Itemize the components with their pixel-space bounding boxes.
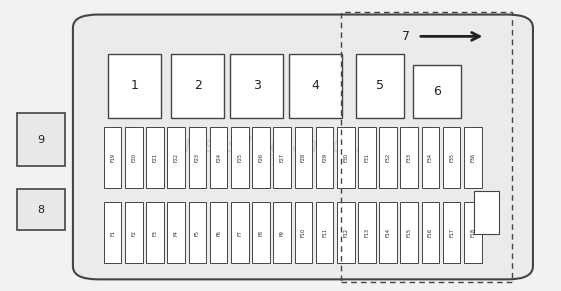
Text: 7: 7 xyxy=(402,30,410,43)
Bar xyxy=(230,54,283,118)
Bar xyxy=(231,127,249,188)
Text: F31: F31 xyxy=(365,153,369,162)
Bar xyxy=(210,127,227,188)
Text: F3: F3 xyxy=(153,230,158,236)
Text: F8: F8 xyxy=(259,230,264,236)
FancyBboxPatch shape xyxy=(73,15,533,279)
Bar xyxy=(316,127,333,188)
Text: F30: F30 xyxy=(343,153,348,162)
Text: 6: 6 xyxy=(433,85,442,98)
Text: 5: 5 xyxy=(376,79,384,92)
Text: F5: F5 xyxy=(195,230,200,236)
Text: F27: F27 xyxy=(279,153,284,162)
Text: F29: F29 xyxy=(322,153,327,162)
Text: F28: F28 xyxy=(301,153,306,162)
Bar xyxy=(337,127,355,188)
Text: fusesdiagram.com: fusesdiagram.com xyxy=(184,136,377,155)
Bar xyxy=(295,202,312,263)
Text: F26: F26 xyxy=(259,153,264,162)
Text: F11: F11 xyxy=(322,228,327,237)
Bar xyxy=(356,54,404,118)
Bar xyxy=(167,127,185,188)
Text: F19: F19 xyxy=(110,153,115,162)
Text: 2: 2 xyxy=(194,79,202,92)
Bar xyxy=(295,127,312,188)
Text: F20: F20 xyxy=(131,153,136,162)
Text: F4: F4 xyxy=(174,230,178,236)
Text: F24: F24 xyxy=(216,153,221,162)
Text: F32: F32 xyxy=(385,153,390,162)
Text: F12: F12 xyxy=(343,228,348,237)
Bar xyxy=(17,113,65,166)
Bar xyxy=(252,127,270,188)
Bar xyxy=(422,127,439,188)
Bar xyxy=(17,189,65,230)
Bar xyxy=(146,127,164,188)
Text: F15: F15 xyxy=(407,228,412,237)
Text: F1: F1 xyxy=(110,230,115,236)
Bar xyxy=(210,202,227,263)
Text: F33: F33 xyxy=(407,153,412,162)
Bar xyxy=(171,54,224,118)
Bar xyxy=(108,54,161,118)
Bar xyxy=(273,202,291,263)
Bar xyxy=(413,65,461,118)
Bar xyxy=(379,127,397,188)
Text: F18: F18 xyxy=(470,228,475,237)
Bar xyxy=(379,202,397,263)
Text: F13: F13 xyxy=(365,228,369,237)
Bar xyxy=(231,202,249,263)
Bar xyxy=(341,12,512,282)
Bar xyxy=(358,202,376,263)
Bar xyxy=(474,191,499,234)
Text: F23: F23 xyxy=(195,153,200,162)
Bar xyxy=(443,202,461,263)
Text: 9: 9 xyxy=(37,135,44,145)
Text: F17: F17 xyxy=(449,228,454,237)
Text: F21: F21 xyxy=(153,153,158,162)
Text: F6: F6 xyxy=(216,230,221,236)
Bar xyxy=(104,127,121,188)
Bar xyxy=(358,127,376,188)
Bar xyxy=(125,127,142,188)
Text: F7: F7 xyxy=(237,230,242,236)
Text: F25: F25 xyxy=(237,153,242,162)
Bar xyxy=(316,202,333,263)
Text: F2: F2 xyxy=(131,230,136,236)
Bar xyxy=(401,127,418,188)
Bar xyxy=(443,127,461,188)
Bar xyxy=(401,202,418,263)
Bar xyxy=(464,202,482,263)
Bar xyxy=(289,54,342,118)
Text: 4: 4 xyxy=(311,79,320,92)
Bar xyxy=(188,127,206,188)
Text: F34: F34 xyxy=(428,153,433,162)
Text: 3: 3 xyxy=(252,79,261,92)
Bar xyxy=(146,202,164,263)
Text: 1: 1 xyxy=(130,79,139,92)
Bar xyxy=(188,202,206,263)
Text: F35: F35 xyxy=(449,153,454,162)
Text: F16: F16 xyxy=(428,228,433,237)
Bar xyxy=(464,127,482,188)
Bar xyxy=(252,202,270,263)
Text: F9: F9 xyxy=(279,230,284,236)
Text: 8: 8 xyxy=(37,205,44,214)
Bar xyxy=(422,202,439,263)
Text: F22: F22 xyxy=(174,153,178,162)
Bar xyxy=(125,202,142,263)
Text: F14: F14 xyxy=(385,228,390,237)
Bar xyxy=(104,202,121,263)
Text: F36: F36 xyxy=(470,153,475,162)
Text: F10: F10 xyxy=(301,228,306,237)
Bar xyxy=(337,202,355,263)
Bar xyxy=(167,202,185,263)
Bar xyxy=(273,127,291,188)
